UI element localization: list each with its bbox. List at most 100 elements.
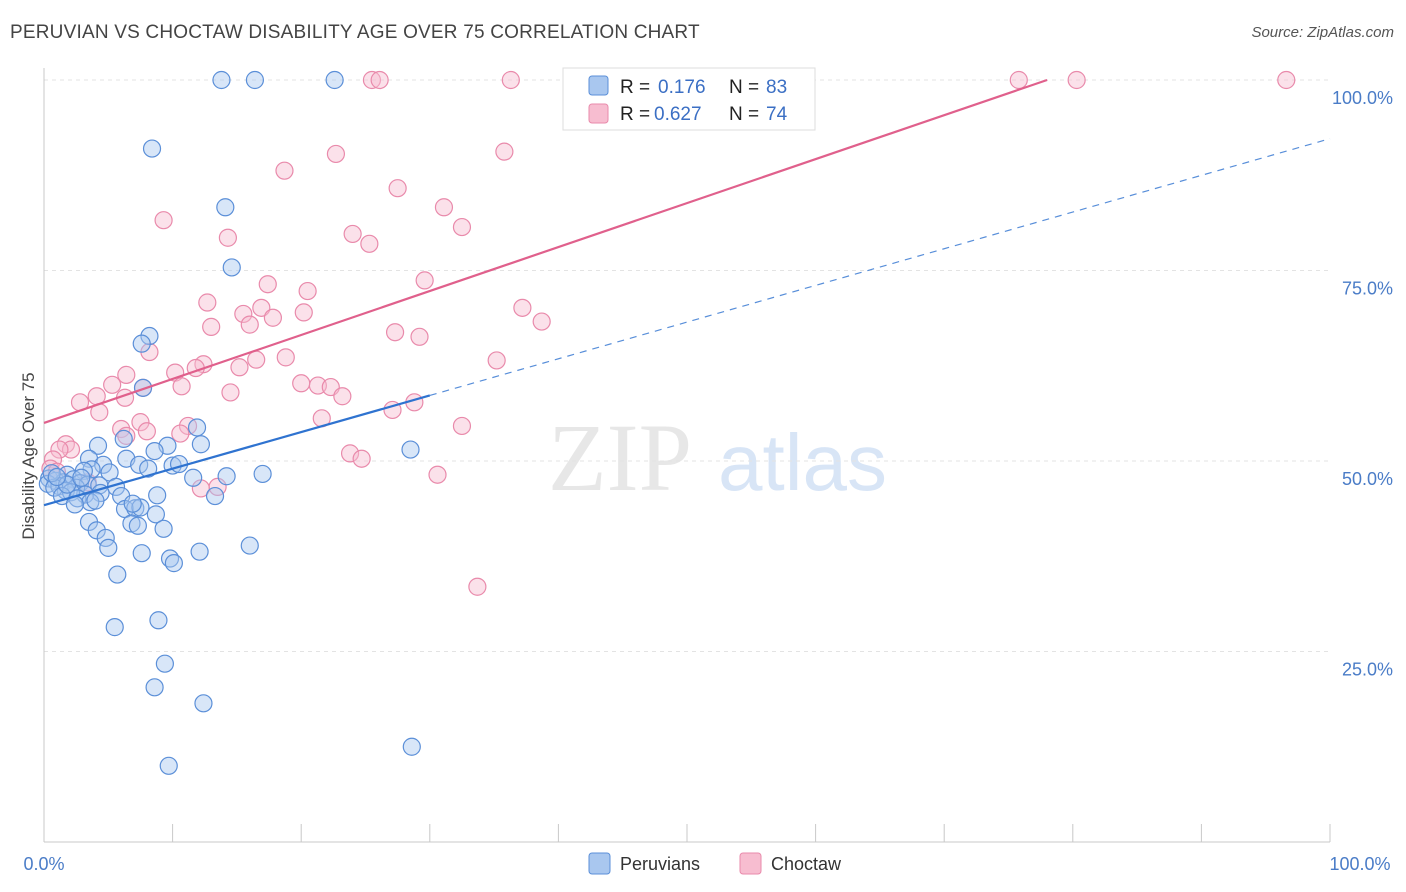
peruvian-point-52 — [146, 505, 165, 524]
choctaw-point-38 — [117, 365, 136, 384]
peruvian-point-11 — [88, 436, 108, 455]
y-tick-label-75: 75.0% — [1342, 279, 1393, 299]
peruvian-point-60 — [154, 519, 173, 538]
choctaw-point-12 — [452, 217, 472, 237]
peruvian-point-6 — [140, 326, 159, 346]
choctaw-point-7 — [495, 142, 514, 161]
choctaw-point-45 — [221, 383, 240, 402]
choctaw-point-56 — [452, 416, 472, 436]
peruvian-point-82 — [47, 467, 66, 487]
legend-r-label-1: R = — [620, 104, 650, 125]
legend-swatch-choctaw — [588, 103, 609, 124]
peruvian-point-9 — [187, 418, 207, 437]
peruvian-point-1 — [245, 70, 265, 90]
peruvian-point-38 — [253, 464, 272, 484]
choctaw-point-33 — [276, 348, 295, 367]
peruvian-point-19 — [94, 455, 113, 474]
series-legend: Peruvians Choctaw — [588, 852, 842, 875]
peruvian-point-65 — [164, 554, 183, 573]
choctaw-point-44 — [103, 375, 122, 394]
y-tick-labels: 25.0% 50.0% 75.0% 100.0% — [1332, 88, 1393, 680]
peruvian-point-81 — [86, 491, 105, 510]
peruvian-point-5 — [222, 258, 241, 277]
choctaw-point-11 — [434, 198, 454, 217]
choctaw-point-46 — [333, 387, 352, 406]
peruvian-point-73 — [194, 694, 213, 713]
watermark-atlas: atlas — [718, 418, 887, 507]
choctaw-point-9 — [388, 179, 407, 198]
peruvian-point-74 — [402, 737, 421, 756]
peruvian-point-68 — [108, 565, 127, 584]
peruvian-point-39 — [184, 468, 203, 487]
choctaw-point-17 — [258, 275, 277, 294]
choctaw-point-36 — [230, 358, 249, 377]
peruvian-point-8 — [133, 378, 153, 397]
peruvian-point-66 — [190, 542, 209, 561]
correlation-legend: R = 0.176 N = 83 R = 0.627 N = 74 — [562, 67, 816, 131]
legend-r-value-1: 0.627 — [654, 104, 702, 125]
trend-lines — [43, 78, 1331, 507]
peruvian-point-7 — [132, 334, 151, 353]
peruvian-point-15 — [145, 441, 164, 461]
peruvian-point-4 — [216, 198, 235, 217]
choctaw-point-25 — [532, 312, 551, 331]
choctaw-point-3 — [1009, 70, 1028, 90]
choctaw-point-69 — [428, 465, 447, 484]
peruvian-point-71 — [155, 654, 174, 673]
choctaw-point-21 — [513, 298, 532, 317]
watermark-zip: ZIP — [548, 404, 692, 511]
peruvian-point-72 — [145, 678, 164, 697]
choctaw-point-2 — [501, 70, 520, 90]
peruvian-point-70 — [149, 611, 168, 630]
choctaw-point-5 — [1277, 70, 1296, 90]
peruvian-point-67 — [240, 536, 259, 555]
choctaw-point-15 — [360, 234, 379, 253]
choctaw-point-16 — [415, 271, 434, 290]
peruvian-point-79 — [123, 494, 142, 513]
peruvian-point-63 — [132, 544, 151, 563]
peruvian-point-2 — [325, 70, 344, 90]
choctaw-point-8 — [275, 161, 294, 180]
peruvian-point-21 — [139, 459, 158, 478]
choctaw-point-1 — [370, 70, 389, 90]
choctaw-point-27 — [202, 317, 221, 336]
peruvian-points — [38, 70, 421, 775]
choctaw-point-18 — [298, 281, 317, 301]
choctaw-point-72 — [468, 577, 487, 596]
y-tick-label-100: 100.0% — [1332, 88, 1393, 108]
bottom-legend-label-peruvians: Peruvians — [620, 854, 700, 874]
peruvian-trend-line — [43, 394, 431, 507]
peruvian-point-58 — [128, 516, 147, 535]
peruvian-point-18 — [130, 455, 149, 474]
choctaw-point-64 — [340, 444, 360, 463]
choctaw-point-6 — [326, 144, 346, 164]
choctaw-trend-line — [43, 78, 1048, 424]
y-tick-label-25: 25.0% — [1342, 660, 1393, 680]
peruvian-point-75 — [159, 756, 178, 775]
choctaw-point-59 — [171, 424, 190, 443]
choctaw-point-22 — [234, 304, 253, 324]
legend-r-value-0: 0.176 — [658, 77, 706, 98]
choctaw-point-4 — [1067, 70, 1086, 90]
peruvian-point-62 — [99, 538, 118, 557]
choctaw-point-24 — [263, 308, 283, 327]
legend-r-label-0: R = — [620, 77, 650, 98]
y-tick-label-50: 50.0% — [1342, 469, 1393, 489]
bottom-legend-label-choctaw: Choctaw — [771, 854, 842, 874]
peruvian-point-55 — [205, 486, 225, 506]
choctaw-point-20 — [252, 298, 271, 317]
peruvian-point-69 — [105, 618, 124, 637]
bottom-legend-swatch-peruvians — [588, 852, 611, 875]
y-axis-title: Disability Age Over 75 — [19, 372, 38, 539]
choctaw-point-32 — [247, 350, 266, 369]
choctaw-point-39 — [292, 374, 311, 393]
choctaw-point-55 — [178, 416, 198, 436]
peruvian-point-10 — [401, 440, 420, 459]
choctaw-point-23 — [294, 303, 313, 322]
chart-title: PERUVIAN VS CHOCTAW DISABILITY AGE OVER … — [10, 22, 700, 43]
peruvian-point-77 — [72, 468, 91, 487]
choctaw-point-10 — [154, 211, 173, 230]
peruvian-point-48 — [148, 486, 167, 505]
choctaw-point-19 — [198, 293, 217, 312]
peruvian-trend-extension — [429, 138, 1331, 397]
